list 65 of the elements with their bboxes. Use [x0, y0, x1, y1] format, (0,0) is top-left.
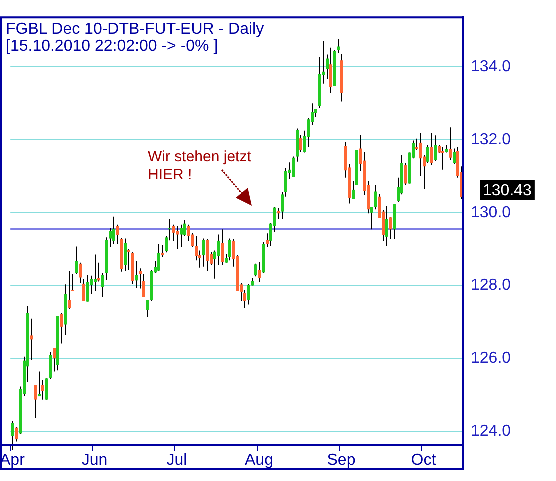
candlestick	[202, 238, 205, 268]
x-tick-label: Aug	[244, 452, 274, 470]
x-tick-label: Jul	[166, 452, 188, 470]
candlestick	[172, 224, 175, 242]
candlestick	[419, 132, 422, 177]
candlestick	[127, 248, 130, 271]
candlestick	[116, 224, 119, 245]
candlestick	[404, 162, 407, 186]
y-tick-label: 134.0	[471, 58, 512, 76]
candlestick	[221, 229, 224, 266]
candlestick	[374, 184, 377, 210]
candlestick	[180, 224, 183, 248]
candlestick	[434, 135, 437, 162]
candlestick	[68, 270, 71, 310]
candlestick	[94, 254, 97, 292]
x-tick-label: Sep	[327, 452, 356, 470]
candlestick	[217, 234, 220, 266]
y-tick-label: 126.0	[471, 350, 512, 368]
candlestick	[79, 262, 82, 284]
candlestick	[146, 300, 149, 318]
y-tick-label: 130.0	[471, 204, 512, 222]
candlestick	[45, 378, 48, 400]
candlestick	[206, 239, 209, 272]
candlestick	[38, 371, 41, 398]
x-tick-label: Oct	[411, 452, 437, 470]
candlestick	[112, 216, 115, 245]
candlestick	[161, 244, 164, 258]
y-tick-label: 132.0	[471, 131, 512, 148]
candlestick	[30, 318, 33, 361]
candlestick	[124, 238, 127, 272]
candlestick	[247, 284, 250, 306]
candlestick	[453, 148, 456, 165]
candlestick	[258, 262, 261, 283]
candlestick	[292, 156, 295, 178]
candlestick	[15, 426, 18, 442]
y-tick-label: 128.0	[471, 277, 512, 294]
candlestick	[86, 274, 89, 302]
y-tick-label: 124.0	[471, 422, 512, 440]
candlestick	[299, 134, 302, 153]
candlestick	[337, 38, 340, 54]
candlestick	[277, 208, 280, 220]
candlestick	[449, 127, 452, 161]
candlestick	[430, 132, 433, 166]
candlestick	[34, 384, 37, 419]
text: 130.43	[483, 182, 532, 200]
candlestick	[49, 352, 52, 380]
candlestick	[329, 47, 332, 94]
annotation: Wir stehen jetzt HIER !	[148, 148, 252, 184]
candlestick	[228, 238, 231, 262]
candlestick	[53, 348, 56, 372]
candlestick	[101, 272, 104, 298]
candlestick	[176, 226, 179, 250]
candlestick	[254, 263, 257, 278]
candlestick	[60, 312, 63, 344]
x-tick-label: Jun	[82, 452, 108, 470]
candlestick	[109, 228, 112, 248]
candlestick	[75, 246, 78, 275]
candlestick	[385, 206, 388, 247]
candlestick	[441, 146, 444, 170]
chart-title: FGBL Dec 10-DTB-FUT-EUR - Daily	[6, 21, 264, 38]
candlestick	[135, 260, 138, 288]
text: [15.10.2010 22:02:00 -> -0% ]	[6, 38, 218, 56]
candlestick	[82, 278, 85, 302]
candlestick	[157, 244, 160, 272]
candlestick	[389, 217, 392, 240]
